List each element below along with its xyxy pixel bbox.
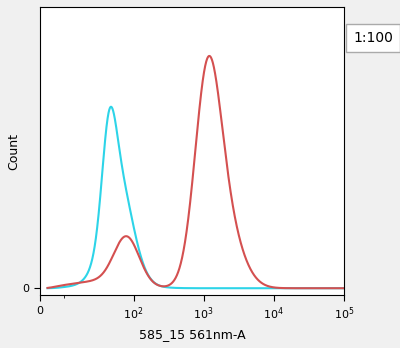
X-axis label: 585_15 561nm-A: 585_15 561nm-A [139,328,245,341]
Text: 1:100: 1:100 [353,31,393,45]
Y-axis label: Count: Count [7,133,20,170]
